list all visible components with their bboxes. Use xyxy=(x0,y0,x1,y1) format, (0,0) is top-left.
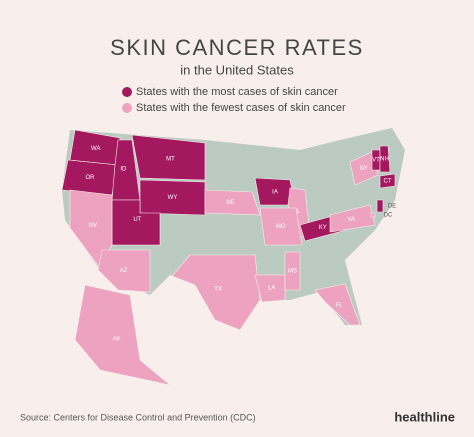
state-label: DE xyxy=(388,204,396,210)
state xyxy=(74,284,171,386)
state xyxy=(131,134,206,181)
state-label: KY xyxy=(319,225,327,231)
state-label: TX xyxy=(214,286,222,292)
legend-label: States with the most cases of skin cance… xyxy=(136,86,338,98)
legend-dot xyxy=(122,103,132,113)
state-label: OR xyxy=(86,175,96,181)
state-label: CT xyxy=(384,179,392,185)
state-label: IA xyxy=(272,190,278,196)
state xyxy=(379,173,396,189)
state xyxy=(329,204,376,233)
state xyxy=(259,207,303,246)
state xyxy=(204,189,261,216)
state-label: UT xyxy=(133,217,141,223)
title: SKIN CANCER RATES xyxy=(110,35,364,60)
state-label: MS xyxy=(288,269,297,275)
state-label: NH xyxy=(380,157,389,163)
brand: healthline xyxy=(394,409,455,424)
state-label: WA xyxy=(91,146,100,152)
state xyxy=(379,145,391,173)
state-label: VT xyxy=(372,158,380,164)
state-label: DC xyxy=(384,213,393,219)
state-label: MO xyxy=(276,224,286,230)
state xyxy=(314,283,361,326)
state-label: NY xyxy=(360,166,368,172)
state-label: LA xyxy=(268,286,275,292)
state xyxy=(284,251,301,291)
state xyxy=(370,212,376,218)
state-label: AZ xyxy=(120,268,128,274)
state-label: MT xyxy=(166,157,175,163)
state-label: WY xyxy=(168,195,178,201)
legend-label: States with the fewest cases of skin can… xyxy=(136,102,346,114)
state-label: NE xyxy=(226,200,234,206)
state-label: VA xyxy=(347,217,355,223)
state-label: FL xyxy=(335,303,343,309)
legend-dot xyxy=(122,87,132,97)
state-label: IL xyxy=(295,209,301,215)
source: Source: Centers for Disease Control and … xyxy=(20,412,256,422)
subtitle: in the United States xyxy=(180,62,294,77)
state-label: AK xyxy=(113,337,121,343)
state xyxy=(376,199,384,213)
state-label: NV xyxy=(89,223,97,229)
state-label: ID xyxy=(120,167,127,173)
state xyxy=(349,151,379,186)
state xyxy=(97,249,151,293)
state xyxy=(171,254,261,331)
state xyxy=(254,274,286,303)
